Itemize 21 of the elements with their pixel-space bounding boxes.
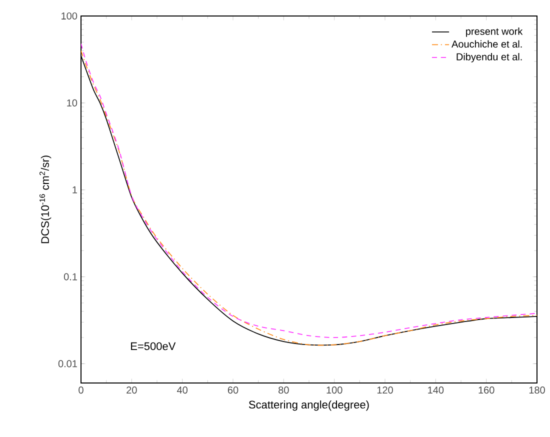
x-tick-label: 100 — [326, 386, 342, 394]
legend-label: present work — [466, 28, 523, 37]
x-tick-label: 40 — [177, 386, 188, 394]
x-tick-label: 60 — [228, 386, 238, 394]
x-tick-label: 140 — [428, 386, 444, 394]
x-axis-title: Scattering angle(degree) — [248, 400, 369, 411]
x-tick-label: 20 — [126, 386, 137, 394]
y-tick-label: 10 — [67, 99, 78, 106]
legend-label: Aouchiche et al. — [452, 40, 522, 48]
annotation: E=500eV — [131, 342, 176, 350]
x-tick-label: 120 — [377, 386, 393, 394]
x-tick-label: 0 — [78, 386, 84, 394]
y-tick-label: 0.01 — [58, 360, 77, 368]
x-tick-label: 80 — [278, 386, 289, 394]
legend-label: Dibyendu et al. — [456, 53, 522, 62]
x-tick-label: 180 — [529, 386, 545, 394]
x-tick-label: 160 — [478, 386, 494, 394]
y-tick-label: 1 — [72, 186, 77, 194]
y-tick-label: 0.1 — [64, 273, 77, 280]
y-axis-title: DCS(10$^{-16}$ cm$^{2}$/sr) — [40, 156, 52, 244]
y-tick-label: 100 — [62, 12, 78, 20]
